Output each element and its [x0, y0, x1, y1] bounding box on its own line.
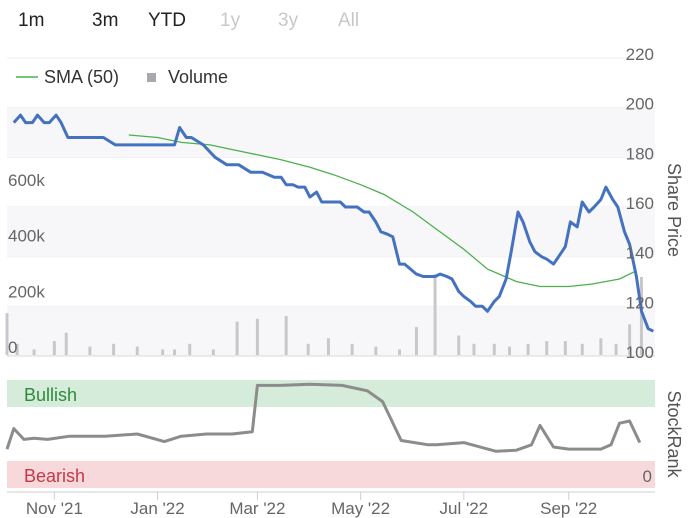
- volume-bar: [545, 341, 549, 355]
- stockrank-axis-title: StockRank: [664, 390, 684, 478]
- range-button-all[interactable]: All: [338, 10, 359, 31]
- range-button-1m[interactable]: 1m: [18, 10, 44, 31]
- volume-bar: [172, 349, 176, 355]
- range-button-ytd[interactable]: YTD: [148, 10, 186, 31]
- volume-axis-ticks: 600k 400k 200k 0: [8, 171, 45, 357]
- price-grid-band: [7, 207, 655, 257]
- stockrank-line: [5, 382, 642, 453]
- volume-bar: [64, 332, 68, 355]
- volume-bar: [563, 341, 567, 355]
- volume-bar: [112, 343, 116, 355]
- share-price-line: [12, 113, 654, 333]
- price-tick-label: 180: [626, 144, 654, 163]
- volume-bar: [211, 349, 215, 355]
- volume-bar: [161, 349, 165, 355]
- bearish-band: [7, 461, 655, 488]
- stockrank-zero-tick: 0: [643, 467, 652, 486]
- volume-bar: [526, 343, 530, 355]
- legend-sma-label[interactable]: SMA (50): [44, 67, 119, 87]
- range-button-3m[interactable]: 3m: [92, 10, 118, 31]
- volume-legend-square-icon: [147, 73, 156, 82]
- legend[interactable]: SMA (50) Volume: [16, 67, 228, 87]
- volume-bar: [457, 335, 461, 355]
- volume-tick-label: 400k: [8, 227, 45, 246]
- volume-bar: [599, 338, 603, 355]
- volume-bar: [188, 343, 192, 355]
- volume-bar: [628, 324, 632, 355]
- range-button-1y[interactable]: 1y: [220, 10, 241, 31]
- x-tick-label: Sep '22: [540, 499, 597, 518]
- volume-bar: [398, 349, 402, 355]
- price-panel: 220 200 180 160 140 120 100 600k 400k 200k 0 Shar…: [5, 45, 684, 362]
- sma-50-line: [128, 134, 635, 288]
- volume-bar: [326, 338, 330, 355]
- price-tick-label: 120: [626, 293, 654, 312]
- volume-tick-label: 200k: [8, 282, 45, 301]
- range-selector: 1m 3m YTD 1y 3y All: [18, 10, 359, 31]
- volume-bar: [472, 343, 476, 355]
- x-tick-label: Nov '21: [26, 499, 83, 518]
- volume-bar: [52, 341, 56, 355]
- price-tick-label: 200: [626, 95, 654, 114]
- price-gridlines: [7, 57, 655, 357]
- range-button-3y[interactable]: 3y: [278, 10, 299, 31]
- volume-bar: [614, 343, 618, 355]
- volume-bar: [284, 316, 288, 355]
- volume-tick-label: 0: [8, 338, 17, 357]
- volume-bar: [433, 274, 437, 355]
- x-tick-label: May '22: [331, 499, 390, 518]
- share-price-axis-title: Share Price: [664, 163, 684, 257]
- price-tick-label: 220: [626, 45, 654, 64]
- x-tick-label: Mar '22: [229, 499, 285, 518]
- x-tick-label: Jan '22: [130, 499, 184, 518]
- legend-volume-label[interactable]: Volume: [168, 67, 228, 87]
- price-grid-band: [7, 107, 655, 158]
- volume-bar: [414, 327, 418, 355]
- volume-bar: [32, 349, 36, 355]
- volume-bars: [5, 274, 643, 355]
- volume-bar: [580, 343, 584, 355]
- volume-bar: [507, 346, 511, 355]
- volume-bar: [306, 343, 310, 355]
- volume-bar: [15, 343, 19, 355]
- bullish-label: Bullish: [24, 385, 77, 405]
- price-grid-band: [7, 306, 655, 356]
- volume-bar: [88, 346, 92, 355]
- price-tick-label: 100: [626, 343, 654, 362]
- x-tick-label: Jul '22: [440, 499, 489, 518]
- volume-tick-label: 600k: [8, 171, 45, 190]
- price-tick-label: 140: [626, 244, 654, 263]
- volume-bar: [639, 277, 643, 355]
- price-tick-label: 160: [626, 194, 654, 213]
- volume-bar: [5, 313, 9, 355]
- x-axis: Nov '21 Jan '22 Mar '22 May '22 Jul '22 Sep '…: [7, 491, 655, 518]
- volume-bar: [492, 343, 496, 355]
- bearish-label: Bearish: [24, 466, 85, 486]
- volume-bar: [255, 318, 259, 355]
- stockrank-panel: Bullish Bearish 0 StockRank: [5, 380, 684, 488]
- volume-bar: [374, 346, 378, 355]
- volume-bar: [350, 343, 354, 355]
- price-axis-ticks: 220 200 180 160 140 120 100: [626, 45, 654, 362]
- volume-bar: [135, 346, 139, 355]
- volume-bar: [235, 321, 239, 355]
